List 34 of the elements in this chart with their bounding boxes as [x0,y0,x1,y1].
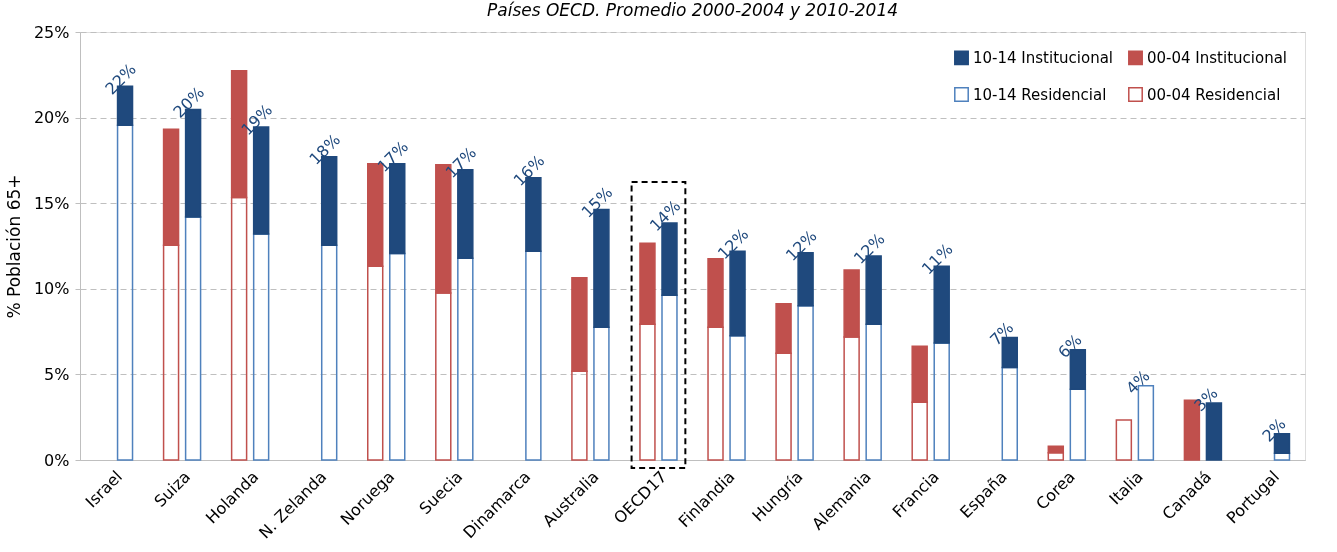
total-label: 2% [1258,414,1290,446]
bar [1069,388,1087,461]
bar [116,124,134,461]
y-tick-label: 25% [33,22,70,42]
bar [661,294,678,461]
bar [1001,366,1018,461]
legend-label: 00-04 Residencial [1147,85,1281,104]
y-tick-label: 10% [33,279,70,299]
bar [729,334,746,461]
y-tick-label: 0% [44,450,70,470]
legend-label: 10-14 Institucional [973,48,1113,67]
total-label: 6% [1054,330,1086,362]
y-axis-title: % Población 65+ [3,174,24,319]
y-tick-label: 20% [33,108,70,128]
legend-label: 00-04 Institucional [1147,48,1287,67]
bar [593,326,610,461]
total-label: 3% [1190,383,1222,416]
bar [797,305,814,461]
bar [933,342,950,461]
bar [865,323,882,461]
legend-label: 10-14 Residencial [973,85,1107,104]
bar [184,216,202,461]
bar [320,244,338,461]
chart-title: Países OECD. Promedio 2000-2004 y 2010-2014 [486,0,899,20]
total-label: 4% [1122,366,1154,398]
bar [457,257,474,461]
total-label: 7% [986,318,1018,350]
bar [525,250,542,461]
bar [1115,419,1133,461]
bar [1273,452,1291,461]
bar [252,233,270,461]
y-tick-label: 5% [44,364,70,384]
bar [389,252,406,461]
y-tick-label: 15% [33,193,70,213]
